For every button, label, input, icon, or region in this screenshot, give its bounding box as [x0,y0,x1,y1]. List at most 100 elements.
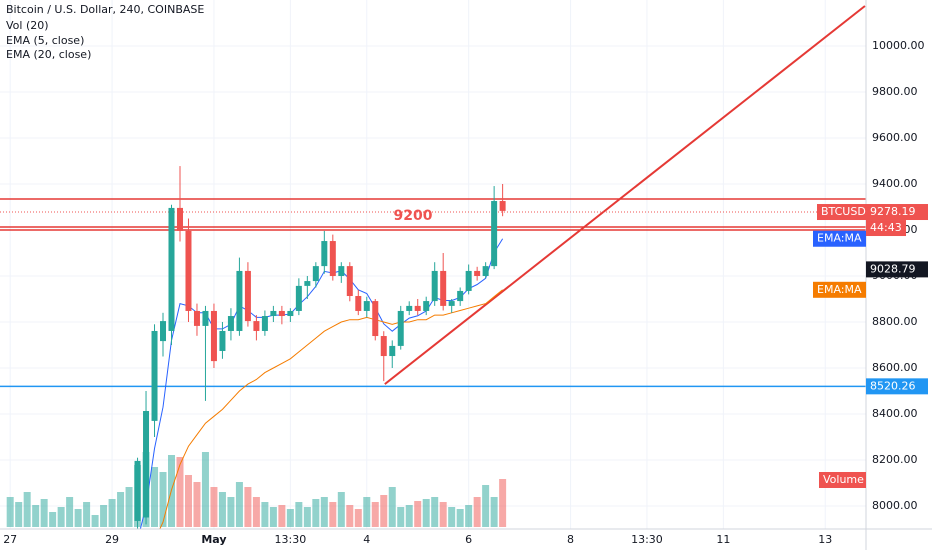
ema-tag-box [813,281,866,298]
volume-bar [218,492,226,527]
price-tag: 9028.79 [870,262,916,275]
candle-body [499,201,506,211]
candle-body [270,310,277,317]
y-tick-label: 8800.00 [872,315,918,328]
trend-line [384,5,866,385]
candle-body [176,207,183,231]
candle-body [474,270,481,276]
candles [134,166,506,529]
volume-bar [490,497,498,527]
x-tick-label: 13:30 [275,533,307,546]
volume-bar [456,509,464,527]
x-tick-label: 29 [105,533,119,546]
volume-bar [312,499,320,527]
volume-bar [380,495,388,527]
drawings [0,5,866,388]
candle-body [465,270,472,291]
y-tick-label: 8200.00 [872,453,918,466]
volume-tag: Volume [823,473,864,486]
volume-bar [57,507,65,527]
volume-bar [83,502,91,527]
volume-bar [32,505,40,527]
volume-bar [397,507,405,527]
volume-bar [448,507,456,527]
symbol-tag-box [817,204,866,221]
candle-body [278,310,285,317]
candle-body [244,270,251,322]
volume-bar [269,507,277,527]
volume-bar [295,502,303,527]
candle-body [372,301,379,337]
candle-body [202,310,209,326]
ema-tag-box [813,230,866,247]
volume-bar [193,482,201,527]
ema-tag: EMA:MA [817,283,862,296]
volume-bar [337,492,345,527]
volume-bar [388,487,396,527]
candle-body [406,305,413,311]
y-tick-label: 9400.00 [872,177,918,190]
y-tick-label: 10000.00 [872,39,925,52]
candle-body [185,230,192,311]
candle-body [457,290,464,302]
indicator-label: EMA (20, close) [6,48,91,61]
candle-body [261,316,268,331]
volume-bar [286,509,294,527]
title: Bitcoin / U.S. Dollar, 240, COINBASE [6,3,204,16]
candle-body [338,266,345,276]
x-tick-label: 13:30 [631,533,663,546]
y-tick-label: 9600.00 [872,131,918,144]
volume-bar [363,497,371,527]
ema-tag: EMA:MA [817,232,862,245]
candle-body [160,321,167,342]
volume-bar [499,479,507,527]
x-tick-label: 8 [567,533,574,546]
x-tick-label: 11 [716,533,730,546]
volume-bar [439,502,447,527]
volume-bar [74,509,82,527]
candle-body [168,207,175,331]
last-price-tag-box [866,204,928,221]
volume-bar [66,497,74,527]
last-price-tag: 9278.19 [870,205,916,218]
candle-body [431,270,438,302]
volume-bar [210,487,218,527]
volume-bar [91,515,99,527]
volume-bar [100,505,108,527]
volume-bar [303,507,311,527]
volume-bar [15,502,23,527]
volume-bar [252,497,260,527]
countdown-tag-box [866,220,906,237]
volume-bar [159,472,167,527]
x-tick-label: 13 [818,533,832,546]
indicator-label: EMA (5, close) [6,34,84,47]
candle-body [236,270,243,331]
volume-bar [354,509,362,527]
volume-bar [176,457,184,527]
volume-bar [482,485,490,527]
candle-body [482,266,489,276]
volume-bar [6,497,14,527]
y-tick-label: 9800.00 [872,85,918,98]
candle-body [389,345,396,357]
x-tick-label: 6 [465,533,472,546]
symbol-tag: BTCUSD [821,205,866,218]
volume-bar [261,502,269,527]
volume-bar [329,502,337,527]
volume-bar [371,502,379,527]
volume-tag-box [819,472,866,488]
candle-body [329,241,336,276]
volume-bar [405,505,413,527]
price-tag: 8520.26 [870,379,916,392]
candle-body [287,310,294,317]
volume-bar [422,499,430,527]
candle-body [321,241,328,267]
candle-body [151,330,158,421]
x-tick-label: 27 [3,533,17,546]
y-tick-label: 8000.00 [872,499,918,512]
volume-bar [473,497,481,527]
candle-body [448,301,455,306]
price-tag-box [866,378,928,395]
candle-body [491,201,498,267]
